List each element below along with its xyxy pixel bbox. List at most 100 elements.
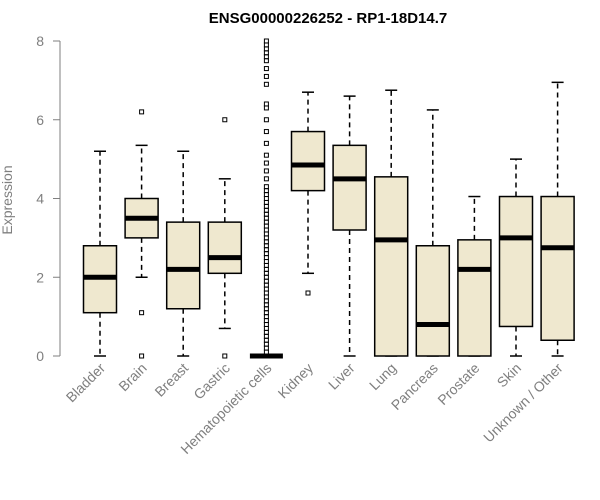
box-skin [498, 158, 534, 357]
outlier-point [263, 298, 269, 304]
outlier-point [263, 227, 269, 233]
outlier-point [263, 211, 269, 217]
box-iqr [498, 195, 534, 328]
outlier-point [263, 333, 269, 339]
box-hematopoietic-cells [249, 38, 283, 359]
outlier-point [263, 50, 269, 56]
x-tick-label: Unknown / Other [480, 360, 566, 446]
outlier-point [222, 353, 228, 359]
outlier-point [263, 239, 269, 245]
outlier-point [263, 215, 269, 221]
outlier-point [263, 105, 269, 111]
box-iqr [207, 221, 243, 275]
outlier-point [263, 314, 269, 320]
outlier-point [263, 54, 269, 60]
y-axis-label: Expression [0, 165, 15, 234]
outlier-point [263, 176, 269, 182]
outlier-point [263, 259, 269, 264]
outlier-point [263, 46, 269, 52]
box-plots [82, 38, 575, 359]
x-tick-label: Kidney [275, 360, 317, 402]
outlier-point [263, 274, 269, 280]
box-iqr [457, 239, 492, 357]
box-iqr [373, 176, 409, 357]
outlier-point [263, 117, 269, 123]
outlier-point [263, 235, 269, 241]
outlier-point [263, 282, 269, 288]
outlier-point [263, 251, 269, 257]
box-liver [332, 95, 367, 357]
outlier-point [263, 345, 269, 351]
box-iqr [415, 245, 451, 357]
outlier-point [263, 219, 269, 225]
x-tick-label: Brain [115, 360, 149, 394]
outlier-point [263, 58, 269, 64]
outlier-point [263, 270, 269, 276]
outlier-point [263, 101, 269, 107]
outlier-point [263, 207, 269, 213]
x-tick-label: Skin [494, 360, 525, 391]
outlier-point [139, 109, 145, 115]
outlier-point [263, 231, 269, 237]
outlier-point [263, 42, 269, 48]
outlier-point [263, 266, 269, 272]
outlier-point [263, 306, 269, 312]
box-pancreas [415, 109, 451, 357]
outlier-point [263, 66, 269, 72]
box-gastric [207, 117, 243, 359]
box-kidney [290, 91, 326, 296]
chart-title: ENSG00000226252 - RP1-18D14.7 [209, 10, 448, 27]
box-iqr [540, 195, 575, 341]
outlier-point [263, 329, 269, 335]
outlier-point [263, 192, 269, 198]
x-tick-label: Lung [366, 360, 399, 393]
outlier-point [263, 160, 269, 166]
outlier-point [263, 81, 269, 87]
outlier-point [263, 243, 269, 249]
box-breast [165, 150, 201, 357]
y-tick-label: 8 [36, 33, 44, 49]
outlier-point [263, 349, 269, 355]
x-tick-label: Prostate [434, 360, 482, 408]
y-tick-label: 4 [36, 191, 44, 207]
outlier-point [263, 168, 269, 174]
outlier-point [263, 247, 269, 253]
outlier-point [263, 294, 269, 300]
outlier-point [263, 286, 269, 292]
outlier-point [263, 341, 269, 347]
outlier-point [263, 38, 269, 44]
outlier-point [263, 129, 269, 135]
box-unknown-other [540, 81, 575, 357]
outlier-point [263, 196, 269, 201]
y-tick-label: 2 [36, 269, 44, 285]
outlier-point [139, 353, 145, 359]
outlier-point [263, 302, 269, 308]
x-tick-label: Liver [325, 360, 358, 393]
box-iqr [165, 221, 201, 310]
outlier-point [263, 278, 269, 284]
y-axis: 0 2 4 6 8 [36, 33, 61, 364]
outlier-point [305, 290, 311, 296]
y-tick-label: 6 [36, 112, 44, 128]
outlier-point [263, 290, 269, 296]
outlier-point [263, 73, 269, 79]
box-bladder [82, 150, 118, 357]
outlier-point [263, 255, 269, 261]
outlier-point [263, 223, 269, 229]
outlier-point [222, 117, 228, 123]
outlier-point [263, 310, 269, 316]
outlier-point [263, 140, 269, 146]
box-brain [124, 109, 159, 359]
outlier-point [263, 184, 269, 190]
x-tick-label: Bladder [63, 360, 109, 406]
y-tick-label: 0 [36, 348, 44, 364]
outlier-point [263, 337, 269, 343]
outlier-point [263, 188, 269, 194]
box-iqr [332, 144, 367, 231]
outlier-point [139, 310, 145, 316]
box-prostate [457, 195, 492, 357]
outlier-point [263, 199, 269, 205]
outlier-point [263, 325, 269, 331]
box-iqr [290, 130, 326, 192]
